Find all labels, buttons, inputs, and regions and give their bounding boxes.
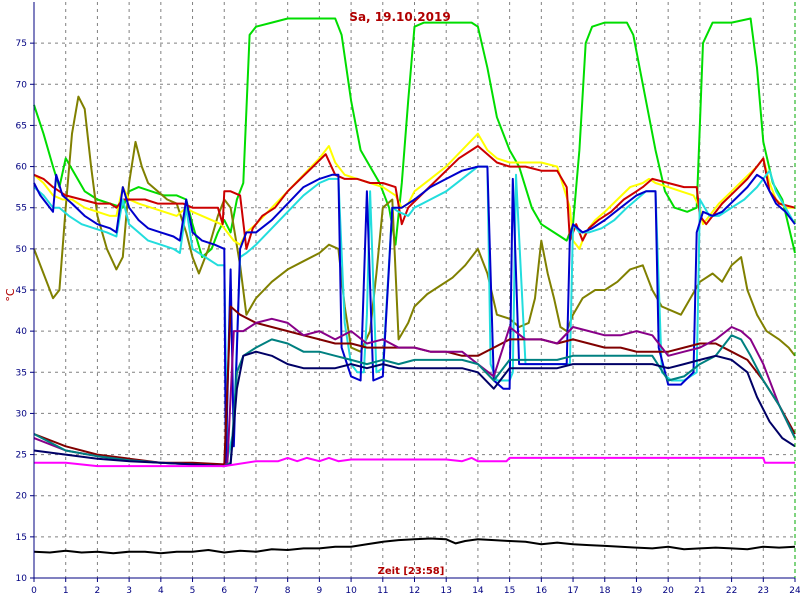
y-tick-label: 50	[16, 245, 28, 255]
series-line-1	[33, 17, 796, 259]
series-line-6	[33, 165, 796, 464]
x-tick-label: 24	[789, 586, 800, 596]
x-tick-label: 1	[63, 586, 69, 596]
series-line-8	[33, 317, 796, 468]
x-tick-label: 10	[345, 586, 357, 596]
axes	[30, 2, 796, 582]
x-tick-label: 23	[758, 586, 769, 596]
y-tick-label: 40	[16, 327, 28, 337]
x-tick-label: 15	[504, 586, 515, 596]
y-tick-label: 10	[16, 574, 28, 584]
series-lines	[33, 17, 796, 555]
chart-title: Sa, 19.10.2019	[349, 10, 450, 24]
series-line-10	[33, 350, 796, 468]
x-tick-label: 17	[567, 586, 578, 596]
x-tick-label: 3	[126, 586, 132, 596]
series-line-11	[34, 456, 795, 468]
y-tick-label: 45	[16, 286, 27, 296]
x-tick-label: 19	[631, 586, 643, 596]
x-tick-label: 4	[158, 586, 164, 596]
series-line-7	[33, 305, 796, 466]
x-tick-label: 9	[317, 586, 323, 596]
y-tick-label: 30	[16, 409, 28, 419]
y-tick-label: 35	[16, 368, 27, 378]
x-tick-label: 2	[95, 586, 101, 596]
y-tick-label: 15	[16, 533, 27, 543]
y-tick-label: 65	[16, 121, 27, 131]
x-tick-label: 20	[662, 586, 674, 596]
y-tick-label: 75	[16, 39, 27, 49]
x-tick-label: 6	[221, 586, 227, 596]
x-tick-label: 0	[31, 586, 37, 596]
x-tick-label: 7	[253, 586, 259, 596]
x-tick-label: 22	[726, 586, 737, 596]
x-tick-label: 21	[694, 586, 705, 596]
x-tick-label: 18	[599, 586, 611, 596]
x-tick-labels: 0 1 2 3 4 5 6 7 8 9 10 11 12 13 14 15 16 17 18 19 20 21 22 23 24	[31, 586, 800, 596]
y-axis-label: °C	[4, 288, 17, 302]
x-tick-label: 12	[409, 586, 420, 596]
x-tick-label: 16	[536, 586, 548, 596]
series-line-2	[33, 95, 796, 357]
y-tick-label: 20	[16, 492, 28, 502]
y-tick-label: 25	[16, 451, 27, 461]
x-tick-label: 11	[377, 586, 388, 596]
x-tick-label: 14	[472, 586, 484, 596]
y-tick-label: 55	[16, 204, 27, 214]
x-tick-label: 8	[285, 586, 291, 596]
x-axis-label: Zeit [23:58]	[378, 566, 445, 577]
x-tick-label: 5	[190, 586, 196, 596]
series-line-4	[33, 145, 796, 250]
x-tick-label: 13	[440, 586, 451, 596]
y-tick-label: 70	[16, 80, 28, 90]
series-line-12	[33, 537, 796, 555]
y-tick-label: 60	[16, 163, 28, 173]
y-tick-labels: 10 15 20 25 30 35 40 45 50 55 60 65 70 75	[16, 39, 28, 584]
